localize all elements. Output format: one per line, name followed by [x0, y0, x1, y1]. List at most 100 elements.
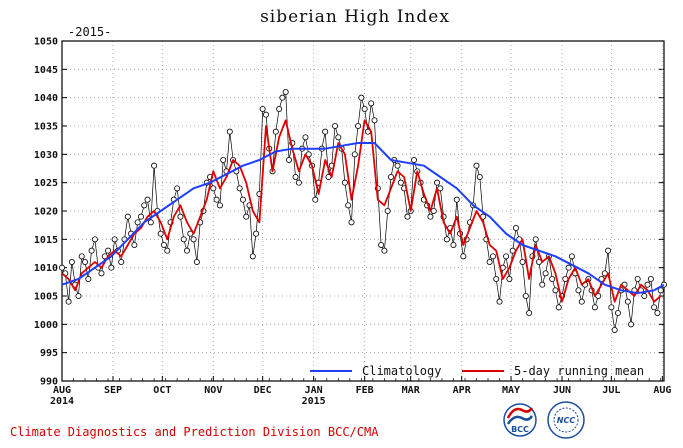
daily-point — [526, 309, 533, 316]
x-tick-label: AUG — [53, 385, 71, 396]
x-tick-label: MAY — [502, 385, 520, 396]
daily-point — [628, 321, 635, 328]
daily-point — [539, 281, 546, 288]
daily-point — [236, 185, 243, 192]
daily-point — [512, 224, 519, 231]
daily-point — [292, 173, 299, 180]
daily-point — [361, 106, 368, 113]
daily-point — [430, 207, 437, 214]
daily-point — [489, 253, 496, 260]
x-tick-label: JUN — [553, 385, 571, 396]
daily-point — [82, 258, 89, 265]
daily-point — [282, 89, 289, 96]
daily-point — [358, 94, 365, 101]
daily-point — [226, 128, 233, 135]
daily-point — [368, 100, 375, 107]
daily-point — [562, 275, 569, 282]
daily-point — [568, 253, 575, 260]
plot-frame — [61, 40, 665, 382]
x-tick-label: DEC — [254, 385, 272, 396]
daily-point — [453, 196, 460, 203]
daily-point — [285, 156, 292, 163]
daily-point — [387, 173, 394, 180]
daily-point — [450, 241, 457, 248]
daily-point — [542, 270, 549, 277]
x-tick-label: SEP — [104, 385, 122, 396]
daily-point — [157, 230, 164, 237]
daily-point — [624, 298, 631, 305]
daily-point — [68, 258, 75, 265]
bcc-logo-text: BCC — [511, 425, 529, 434]
daily-point — [634, 275, 641, 282]
daily-point — [108, 264, 115, 271]
daily-point — [190, 236, 197, 243]
daily-point — [210, 185, 217, 192]
daily-point — [493, 275, 500, 282]
x-tick-label: NOV — [204, 385, 222, 396]
x-tick-label: JAN — [305, 385, 323, 396]
daily-point — [105, 247, 112, 254]
daily-point — [486, 258, 493, 265]
daily-point — [410, 156, 417, 163]
daily-point — [65, 298, 72, 305]
daily-point — [348, 219, 355, 226]
daily-point — [614, 309, 621, 316]
daily-point — [91, 236, 98, 243]
x-tick-label: APR — [453, 385, 472, 396]
daily-point — [397, 179, 404, 186]
daily-point — [644, 281, 651, 288]
daily-point — [641, 292, 648, 299]
chart-title: siberian High Index — [260, 7, 450, 27]
daily-point — [378, 241, 385, 248]
daily-point — [193, 258, 200, 265]
daily-point — [371, 117, 378, 124]
ncc-logo-text: NCC — [557, 416, 576, 425]
daily-point — [460, 253, 467, 260]
y-tick-label: 1010 — [34, 263, 58, 274]
daily-point — [611, 326, 618, 333]
daily-point — [404, 213, 411, 220]
daily-point — [549, 275, 556, 282]
y-tick-label: 990 — [40, 377, 58, 388]
y-tick-label: 995 — [40, 348, 58, 359]
y-tick-label: 1035 — [34, 122, 58, 133]
daily-point — [220, 156, 227, 163]
daily-point — [59, 264, 66, 271]
daily-point — [124, 213, 131, 220]
daily-point — [184, 247, 191, 254]
daily-point — [608, 304, 615, 311]
daily-point — [98, 270, 105, 277]
x-tick-label: AUG — [653, 385, 671, 396]
plot-area: 990 995 1000 1005 1010 1015 1020 1025 1030 1035 10… — [34, 37, 671, 408]
daily-point — [259, 106, 266, 113]
daily-point — [654, 309, 661, 316]
daily-point — [351, 151, 358, 158]
daily-point — [503, 253, 510, 260]
daily-point — [180, 236, 187, 243]
daily-point — [555, 304, 562, 311]
daily-point — [437, 185, 444, 192]
x-tick-label: FEB — [356, 385, 374, 396]
daily-point — [276, 106, 283, 113]
daily-point — [506, 275, 513, 282]
daily-point — [85, 275, 92, 282]
chart-legend: Climatology 5-day running mean — [310, 364, 644, 378]
legend-label: Climatology — [362, 364, 441, 378]
daily-point — [575, 287, 582, 294]
y-tick-label: 1025 — [34, 178, 58, 189]
daily-point — [262, 111, 269, 118]
daily-point — [394, 162, 401, 169]
daily-point — [253, 230, 260, 237]
footer-credit: Climate Diagnostics and Prediction Divis… — [10, 425, 379, 439]
y-tick-label: 1030 — [34, 150, 58, 161]
y-tick-label: 1015 — [34, 235, 58, 246]
y-tick-label: 1045 — [34, 65, 58, 76]
daily-point — [118, 258, 125, 265]
climatology-series-line — [61, 142, 665, 295]
daily-point — [239, 196, 246, 203]
y-tick-label: 1000 — [34, 320, 58, 331]
y-tick-label: 1050 — [34, 37, 58, 48]
daily-point — [144, 196, 151, 203]
daily-point — [216, 202, 223, 209]
